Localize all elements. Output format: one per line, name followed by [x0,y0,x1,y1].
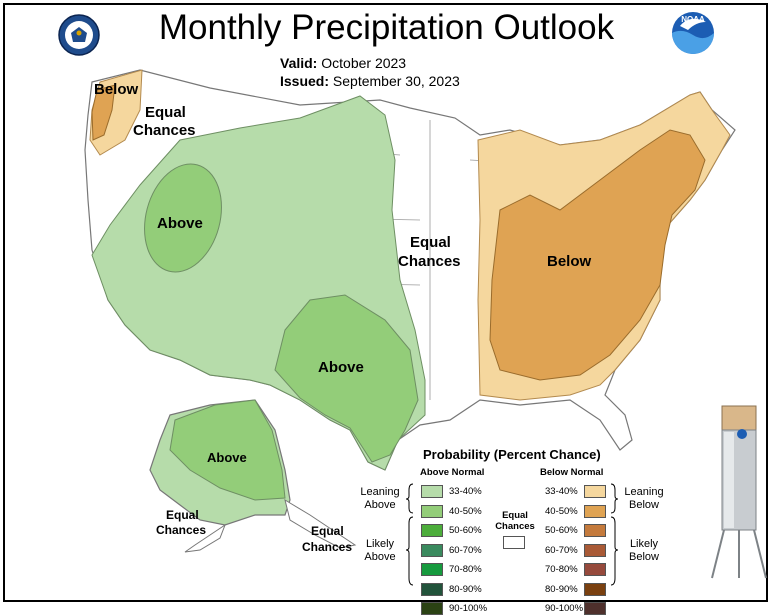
page-title: Monthly Precipitation Outlook [158,8,615,47]
label-alaska-equal: Equal [166,508,199,522]
below-40-50-northwest [91,84,116,141]
svg-text:NOAA: NOAA [681,15,705,24]
legend-equal-swatch [503,536,525,549]
above-40-50-texas [274,294,419,463]
aleutian-islands [184,523,227,553]
doc-seal-logo [58,14,100,56]
legend-above-label-3: 60-70% [449,544,482,556]
legend-below-swatch-5 [584,582,606,596]
legend-likely-below: Likely Below [629,538,659,563]
legend-above-label-2: 50-60% [449,525,482,536]
issued-line: Issued: September 30, 2023 [280,73,460,89]
legend-above-label-1: 40-50% [449,505,482,517]
legend-leaning-below: Leaning Below [624,486,664,511]
legend-below-label-0: 33-40% [545,486,578,497]
legend-equal-chances: Equal Chances [495,510,535,532]
valid-value: October 2023 [321,55,407,71]
label-aleutian-equal: Equal [311,524,344,538]
label-center-equal: Equal [410,234,451,251]
issued-value: September 30, 2023 [332,73,460,89]
label-aleutian-chances: Chances [302,540,352,554]
legend-braces [405,483,619,586]
legend-above-swatch-0 [421,485,443,498]
legend-above-header: Above Normal [420,467,485,478]
legend-below-swatch-3 [584,543,606,557]
legend-above-label-0: 33-40% [449,486,482,497]
label-nw-equal: Equal [145,104,186,121]
legend-below-swatch-1 [584,504,606,518]
legend-below-label-3: 60-70% [545,544,578,556]
legend-below-header: Below Normal [540,467,604,478]
label-great-basin-above: Above [157,215,203,232]
legend-above-swatch-5 [421,582,443,596]
legend-below-label-2: 50-60% [545,525,578,536]
legend-leaning-above: Leaning Above [360,486,400,511]
label-texas-above: Above [318,359,364,376]
valid-line: Valid: October 2023 [280,55,406,71]
above-40-50-great-basin [144,163,222,273]
label-nw-chances: Chances [133,122,196,139]
legend-below-swatch-2 [584,524,606,537]
legend-above-swatch-2 [421,524,443,537]
legend-below-label-4: 70-80% [545,564,578,575]
noaa-logo: NOAA [672,12,714,54]
legend-title: Probability (Percent Chance) [423,447,601,462]
label-center-chances: Chances [398,253,461,270]
legend-above-swatch-1 [421,504,443,518]
legend-above-label-6: 90-100% [449,603,488,614]
rain-gauge-image [711,405,767,579]
legend-above-swatch-3 [421,543,443,557]
alaska-panhandle [284,498,357,549]
legend-below-label-5: 80-90% [545,583,578,595]
legend-below-label-6: 90-100% [545,603,584,614]
legend-below-swatch-6 [584,602,606,615]
valid-label: Valid: [280,55,318,71]
label-nw-below: Below [94,81,139,98]
label-alaska-above: Above [207,450,247,465]
legend-likely-above: Likely Above [364,538,396,563]
above-40-50-alaska [169,399,286,501]
legend-above-swatch-4 [421,563,443,576]
legend-below-label-1: 40-50% [545,505,578,517]
legend-above-swatch-6 [421,602,443,615]
label-alaska-chances: Chances [156,523,206,537]
legend-below-swatch-4 [584,563,606,576]
legend-below-swatch-0 [584,485,606,498]
issued-label: Issued: [280,73,330,89]
below-40-50-east [489,129,706,381]
legend-above-label-5: 80-90% [449,583,482,595]
legend-above-label-4: 70-80% [449,564,482,575]
label-east-below: Below [547,253,592,270]
